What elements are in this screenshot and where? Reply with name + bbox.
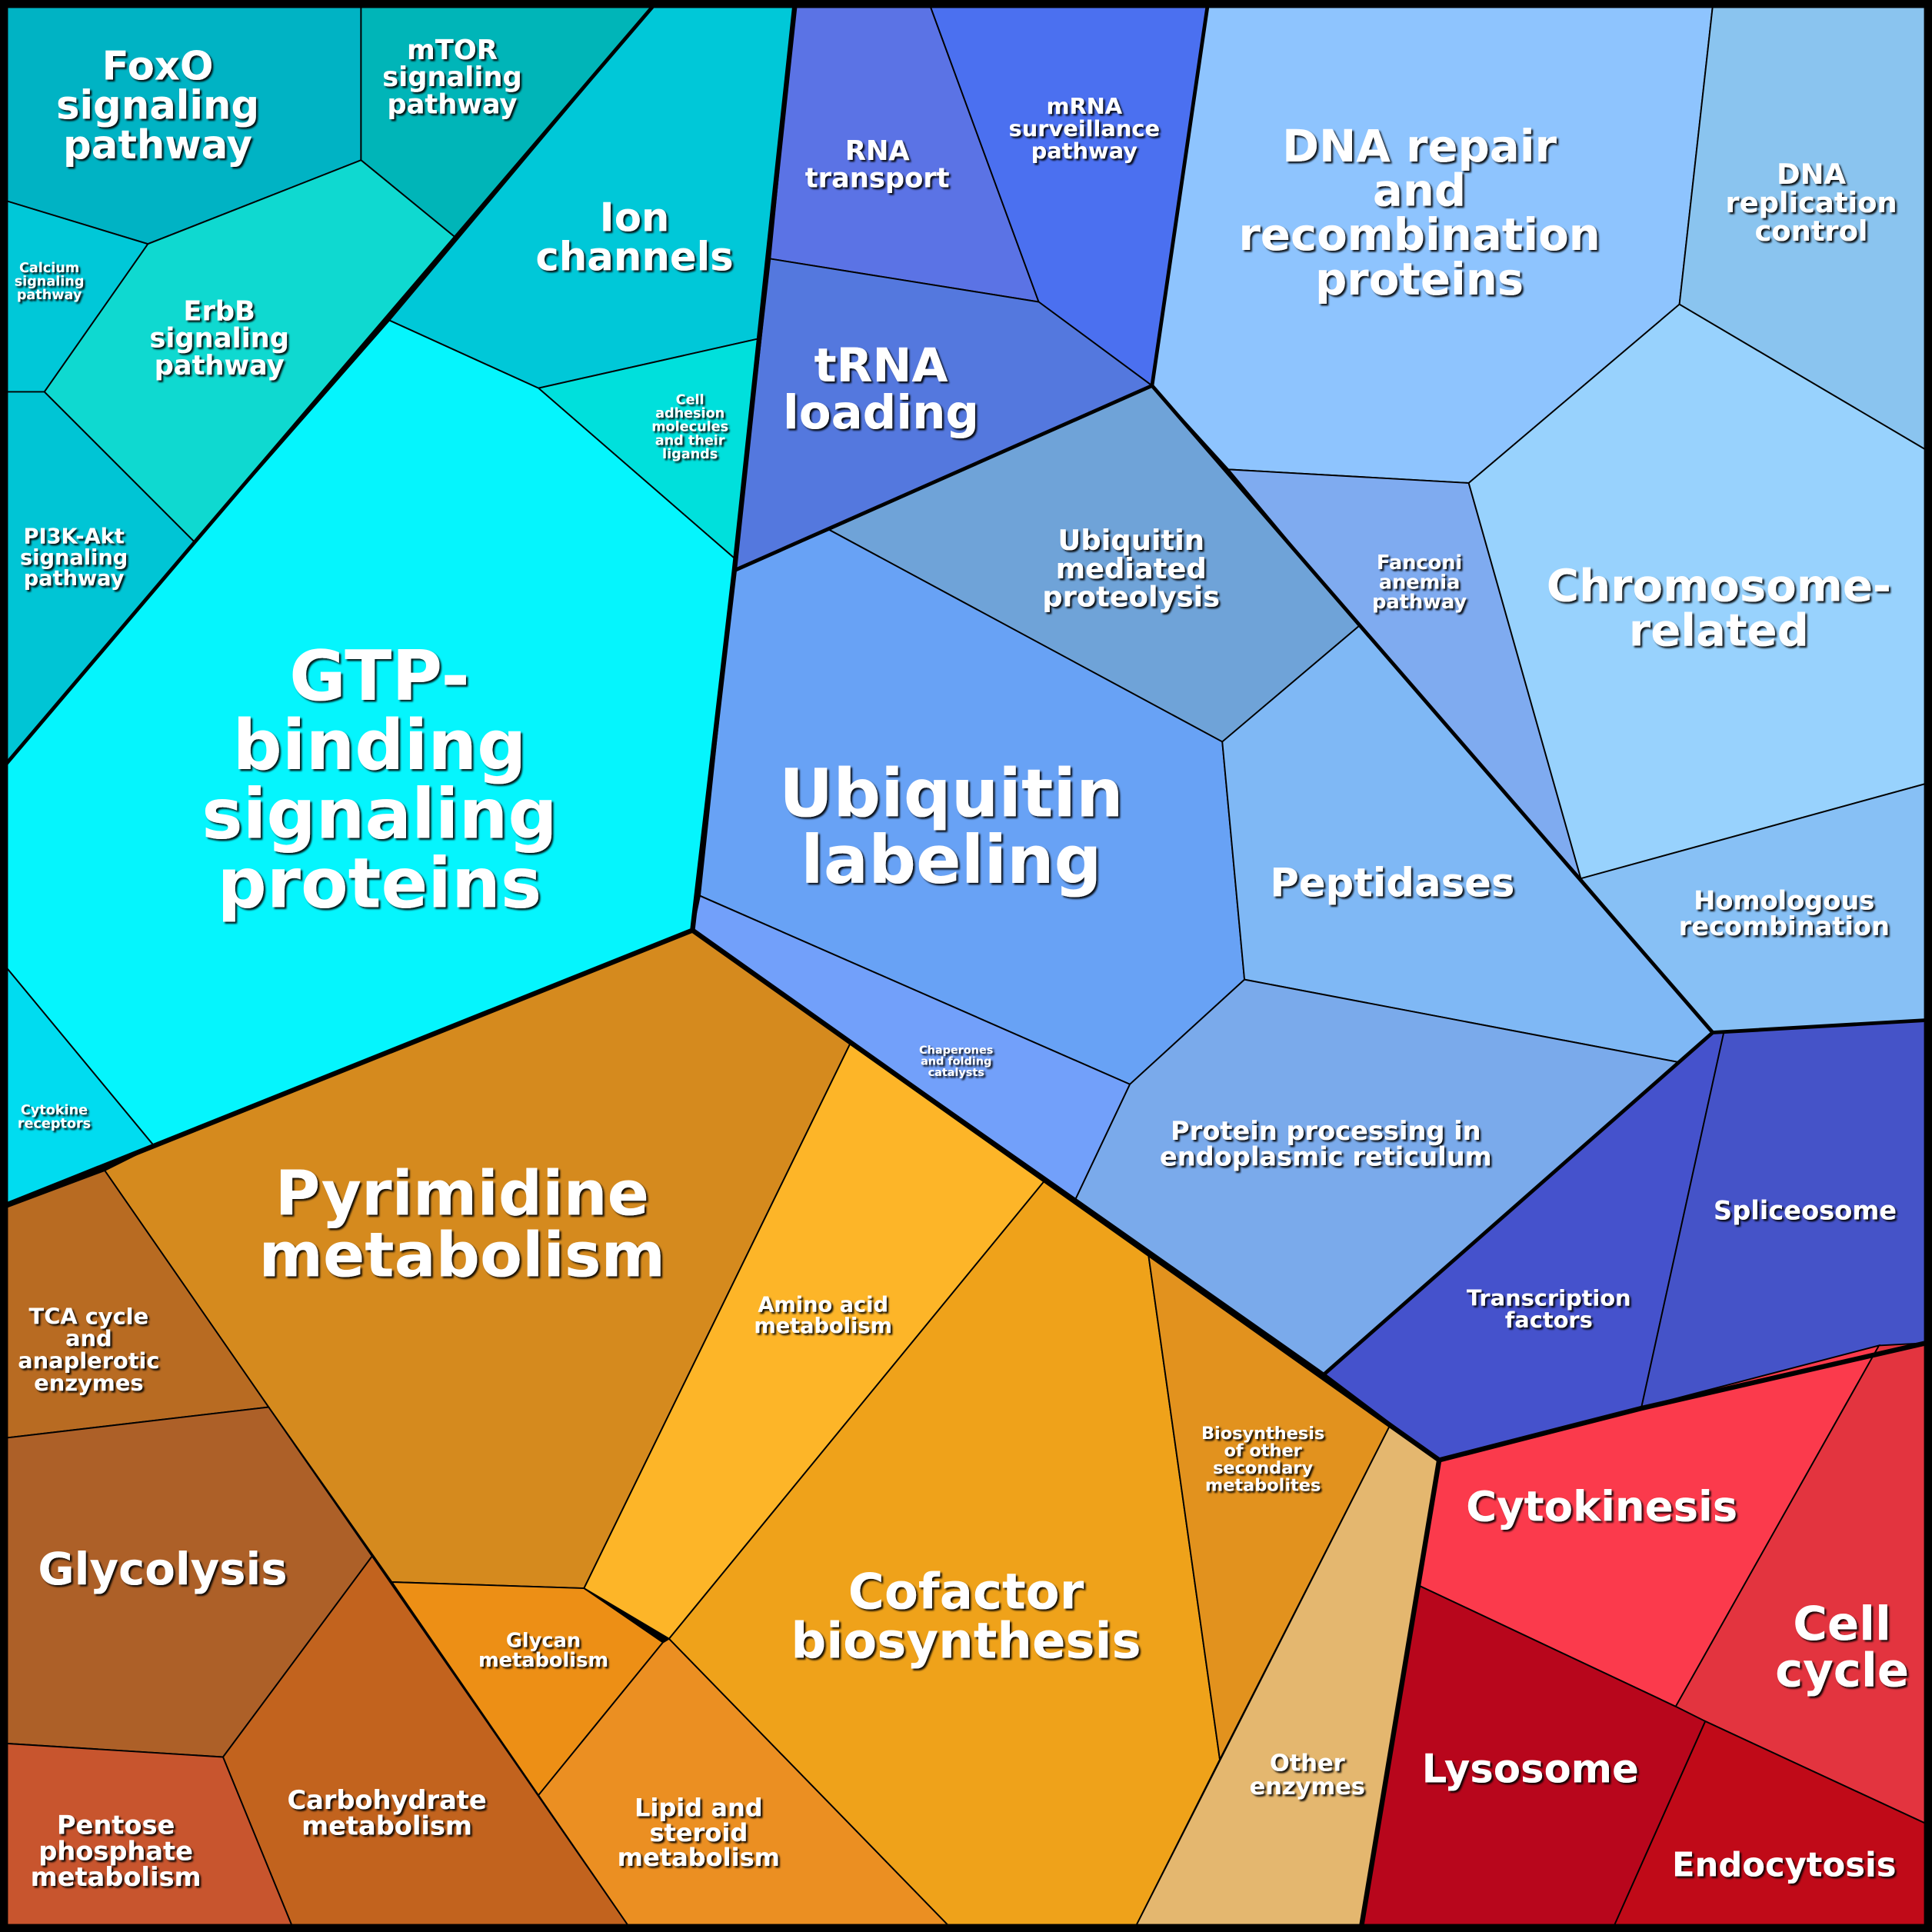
label-lyso: Lysosome: [1422, 1746, 1639, 1792]
label-mtor: mTOR signaling pathway: [382, 35, 522, 120]
label-tca: TCA cycle and anaplerotic enzymes: [18, 1303, 159, 1396]
label-foxo: FoxO signaling pathway: [56, 43, 259, 168]
label-pent: Pentose phosphate metabolism: [31, 1810, 202, 1892]
label-other: Other enzymes: [1250, 1750, 1365, 1800]
label-chap: Chaperones and folding catalysts: [919, 1044, 993, 1079]
label-glyco: Glycolysis: [38, 1543, 287, 1595]
label-calcium: Calcium signaling pathway: [15, 261, 85, 303]
label-pyr: Pyrimidine metabolism: [259, 1158, 666, 1291]
label-amino: Amino acid metabolism: [754, 1294, 892, 1338]
label-splice: Spliceosome: [1714, 1195, 1897, 1225]
label-rna: RNA transport: [805, 135, 950, 194]
label-chrom: Chromosome-related: [1547, 560, 1891, 657]
label-cytok: Cytokinesis: [1466, 1481, 1737, 1531]
label-mrna: mRNA surveillance pathway: [1009, 93, 1161, 164]
label-homol: Homologous recombination: [1679, 885, 1890, 941]
label-dnarep: DNA repair and recombination proteins: [1238, 120, 1600, 305]
label-ublab: Ubiquitin labeling: [779, 755, 1124, 899]
label-cofac: Cofactor biosynthesis: [791, 1564, 1141, 1670]
label-transc: Transcription factors: [1467, 1284, 1631, 1333]
label-lipid: Lipid and steroid metabolism: [618, 1794, 780, 1872]
label-pi3k: PI3K-Akt signaling pathway: [20, 525, 128, 591]
label-endo: Endocytosis: [1672, 1846, 1897, 1884]
label-glycan: Glycan metabolism: [478, 1630, 608, 1673]
label-ubmed: Ubiquitin mediated proteolysis: [1042, 524, 1220, 614]
label-ion: Ion channels: [535, 195, 733, 280]
label-pept: Peptidases: [1270, 861, 1514, 907]
label-dnactl: DNA replication control: [1725, 158, 1897, 248]
label-gtp: GTP-binding signaling proteins: [202, 637, 557, 924]
label-erbb: ErbB signaling pathway: [149, 295, 289, 381]
label-prot: Protein processing in endoplasmic reticul…: [1160, 1116, 1492, 1172]
label-carb: Carbohydrate metabolism: [287, 1785, 486, 1841]
cell-prot: [1074, 978, 1681, 1375]
label-trna: tRNA loading: [783, 338, 979, 440]
label-biosyn: Biosynthesis of other secondary metabolites: [1201, 1424, 1324, 1495]
label-cytokine: Cytokine receptors: [18, 1103, 91, 1132]
label-fanconi: Fanconi anemia pathway: [1372, 551, 1467, 614]
label-cellcycle: Cell cycle: [1775, 1597, 1909, 1698]
label-adhesion: Cell adhesion molecules and their ligands: [651, 392, 728, 461]
